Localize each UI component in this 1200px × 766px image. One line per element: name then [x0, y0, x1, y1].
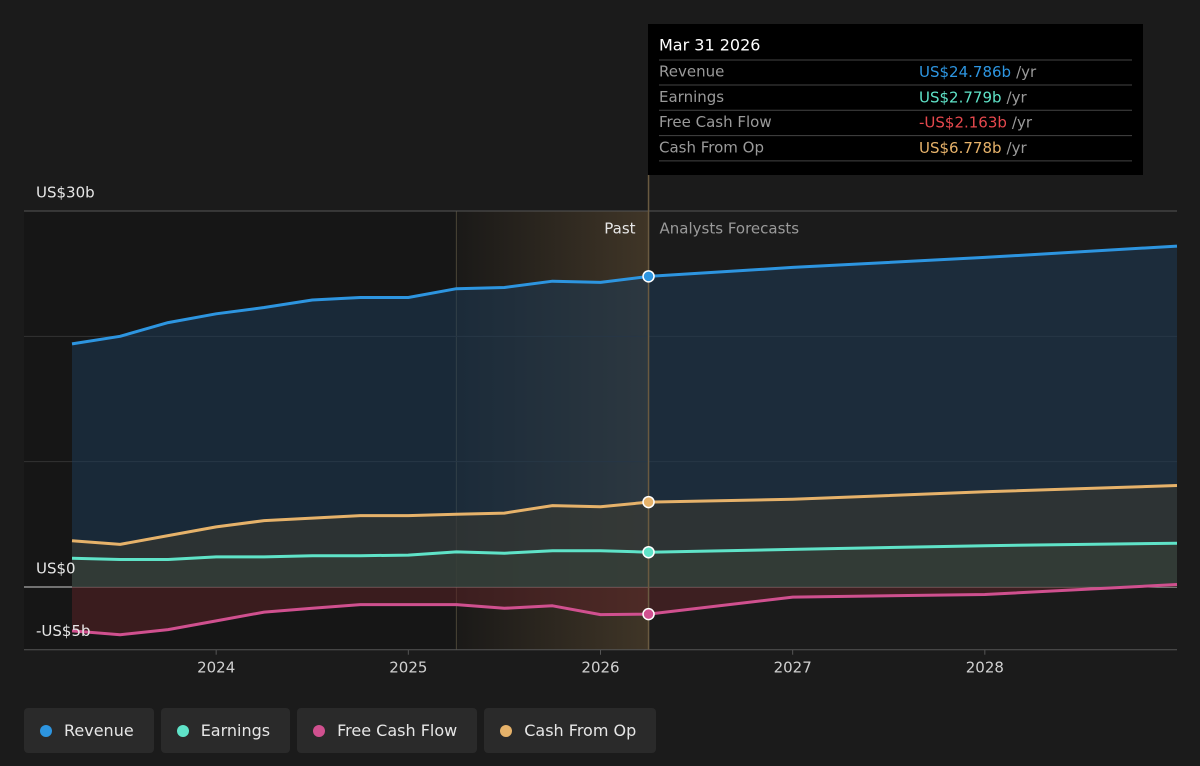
forecast-point: [642, 270, 655, 283]
tooltip-label: Revenue: [659, 63, 724, 81]
tooltip-value-text: US$2.779b: [919, 88, 1002, 106]
tooltip-box: [648, 24, 1143, 175]
series-line: [71, 484, 1178, 546]
tooltip-value: US$6.778b/yr: [919, 138, 1027, 156]
x-tick-label: 2025: [389, 659, 427, 677]
tooltip-value-text: US$24.786b: [919, 63, 1011, 81]
tooltip-value-text: -US$2.163b: [919, 113, 1007, 131]
legend-item[interactable]: Cash From Op: [484, 708, 657, 753]
tooltip-unit: /yr: [1012, 113, 1033, 131]
x-tick-label: 2028: [966, 659, 1004, 677]
legend-label: Earnings: [200, 721, 271, 740]
legend-label: Free Cash Flow: [337, 721, 458, 740]
x-tick-label: 2027: [774, 659, 812, 677]
past-label: Past: [604, 220, 635, 238]
tooltip-label: Earnings: [659, 88, 724, 106]
series-line: [71, 541, 1178, 561]
legend-swatch: [40, 724, 52, 737]
tooltip-value: US$24.786b/yr: [919, 63, 1037, 81]
tooltip-unit: /yr: [1007, 138, 1028, 156]
legend-item[interactable]: Earnings: [160, 708, 291, 753]
x-tick-label: 2024: [197, 659, 235, 677]
tooltip-label: Free Cash Flow: [659, 113, 772, 131]
legend-item[interactable]: Revenue: [24, 708, 154, 753]
legend-swatch: [176, 724, 189, 737]
y-tick-label: US$0: [36, 560, 76, 578]
tooltip-label: Cash From Op: [659, 138, 764, 156]
tooltip: Mar 31 2026 Revenue US$24.786b/yr Earnings U…: [648, 24, 1143, 175]
legend-swatch: [500, 724, 513, 737]
tooltip-unit: /yr: [1007, 88, 1028, 106]
forecast-point: [642, 607, 655, 621]
tooltip-date: Mar 31 2026: [659, 36, 760, 55]
legend: Revenue Earnings Free Cash Flow Cash From O…: [24, 708, 657, 753]
forecast-point: [642, 495, 655, 509]
legend-label: Revenue: [64, 721, 134, 740]
chart: Past Analysts Forecasts US$30b US$0 -US$5b 20…: [24, 24, 1178, 677]
x-tick-label: 2026: [581, 659, 619, 677]
forecast-label: Analysts Forecasts: [660, 220, 800, 238]
tooltip-value: -US$2.163b/yr: [919, 113, 1033, 131]
series-area: [72, 584, 1177, 635]
legend-label: Cash From Op: [524, 721, 637, 740]
y-tick-label: US$30b: [36, 184, 95, 202]
y-tick-label: -US$5b: [36, 622, 91, 640]
legend-swatch: [313, 724, 326, 737]
series-area: [72, 485, 1177, 588]
tooltip-unit: /yr: [1016, 63, 1037, 81]
series-line: [71, 244, 1178, 346]
tooltip-value: US$2.779b/yr: [919, 88, 1027, 106]
forecast-point: [642, 545, 655, 559]
legend-item[interactable]: Free Cash Flow: [297, 708, 478, 753]
tooltip-value-text: US$6.778b: [919, 138, 1002, 156]
series-line: [71, 583, 1178, 637]
